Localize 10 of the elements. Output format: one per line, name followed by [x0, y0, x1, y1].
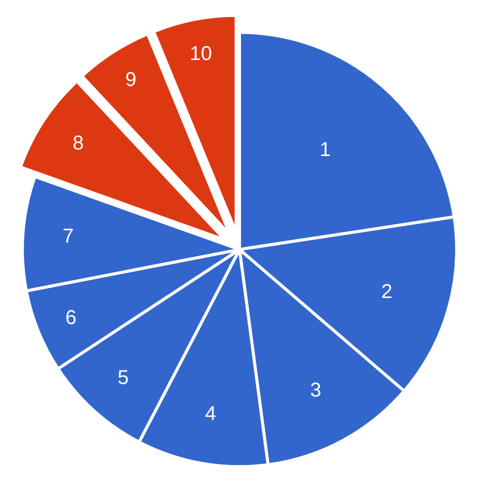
slice-label: 3: [310, 379, 322, 402]
slice-label: 9: [125, 68, 136, 91]
slice-label: 6: [65, 307, 77, 330]
slice-label: 7: [62, 226, 74, 248]
slice-label: 4: [204, 402, 216, 425]
slice-label: 8: [72, 132, 84, 155]
slice-label: 1: [320, 138, 331, 161]
slice-label: 2: [381, 280, 392, 303]
slice-label: 5: [118, 367, 129, 390]
slice-label: 10: [190, 42, 212, 65]
